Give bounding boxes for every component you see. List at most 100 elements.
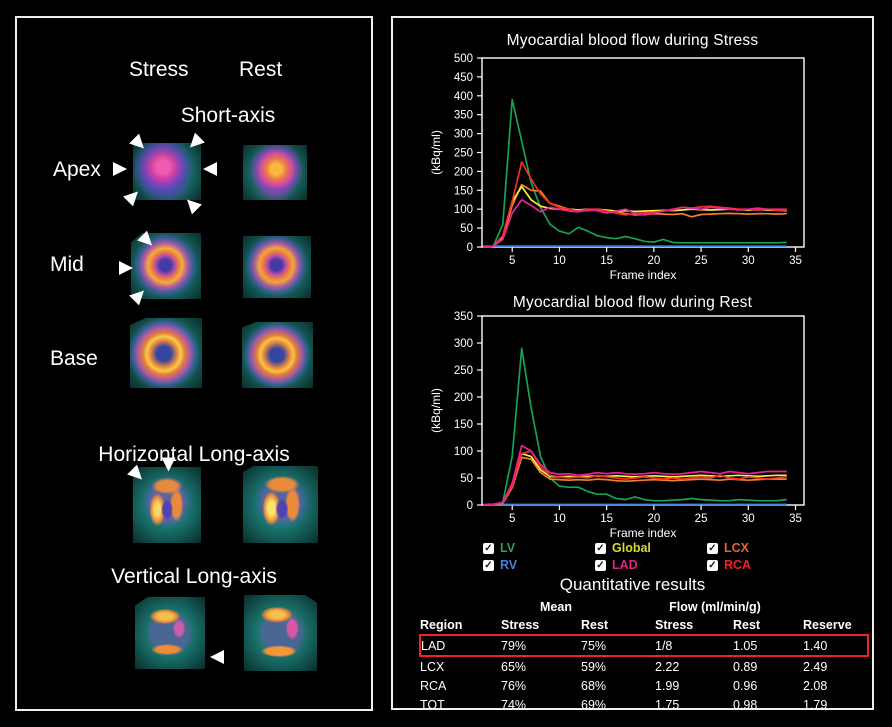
svg-text:150: 150 (454, 419, 473, 431)
checkbox-icon[interactable]: ✓ (595, 542, 606, 554)
mid-stress-image (131, 233, 201, 299)
legend-item-lcx[interactable]: ✓ LCX (707, 541, 827, 555)
svg-text:30: 30 (742, 255, 755, 267)
svg-text:250: 250 (454, 148, 473, 160)
cell: 0.89 (733, 659, 758, 674)
legend-label: Global (612, 541, 651, 555)
cell: 69% (581, 697, 607, 712)
svg-text:(kBq/ml): (kBq/ml) (429, 130, 443, 175)
slice-images-panel: Stress Rest Short-axis Apex Mid Base Hor… (15, 16, 373, 711)
results-table: Mean Flow (ml/min/g) Region Stress Rest … (419, 598, 869, 714)
rest-chart: 0 50 100 150 200 250 300 350 5 10 15 20 25 30 35 Frame … (429, 311, 805, 540)
cell: 65% (501, 659, 527, 674)
svg-text:200: 200 (454, 392, 473, 404)
cell: 2.22 (655, 659, 680, 674)
svg-text:Frame index: Frame index (610, 526, 677, 540)
cell: 76% (501, 678, 527, 693)
base-stress-image (130, 318, 202, 388)
legend-label: LCX (724, 541, 749, 555)
legend-label: LV (500, 541, 516, 555)
table-row-rca: RCA 76% 68% 1.99 0.96 2.08 (420, 676, 868, 695)
arrowhead-icon (113, 162, 134, 176)
legend-label: RV (500, 558, 518, 572)
results-title: Quantitative results (559, 575, 706, 594)
legend-item-lad[interactable]: ✓ LAD (595, 558, 707, 572)
svg-text:150: 150 (454, 185, 473, 197)
group-header-mean: Mean (540, 599, 572, 614)
svg-text:350: 350 (454, 110, 473, 122)
legend-item-global[interactable]: ✓ Global (595, 541, 707, 555)
legend-item-rca[interactable]: ✓ RCA (707, 558, 827, 572)
vla-rest-image (244, 595, 317, 671)
cell: 1.75 (655, 697, 680, 712)
svg-text:350: 350 (454, 311, 473, 323)
checkbox-icon[interactable]: ✓ (707, 559, 718, 571)
arrowhead-icon (196, 162, 217, 176)
svg-text:100: 100 (454, 204, 473, 216)
cell: 74% (501, 697, 527, 712)
cell: 1.79 (803, 697, 828, 712)
section-title-horizontal-long-axis: Horizontal Long-axis (98, 443, 290, 466)
svg-text:50: 50 (460, 473, 473, 485)
hla-rest-image (243, 466, 318, 543)
table-row-lad: LAD 79% 75% 1/8 1.05 1.40 (419, 634, 869, 657)
svg-text:25: 25 (695, 255, 708, 267)
svg-text:100: 100 (454, 446, 473, 458)
cell: TOT (420, 697, 445, 712)
svg-text:15: 15 (600, 255, 613, 267)
slice-label-apex: Apex (53, 158, 101, 181)
svg-text:20: 20 (647, 255, 660, 267)
legend-label: RCA (724, 558, 752, 572)
apex-stress-image (133, 143, 201, 200)
arrowhead-icon (119, 261, 140, 275)
arrowhead-icon (203, 650, 224, 664)
svg-text:5: 5 (509, 513, 515, 525)
section-title-short-axis: Short-axis (180, 104, 276, 127)
cell: 1/8 (655, 634, 733, 657)
svg-text:500: 500 (454, 53, 473, 65)
stress-chart-title: Myocardial blood flow during Stress (506, 32, 759, 49)
stress-chart: 0 50 100 150 200 250 300 350 400 450 500 5 10 15 20 25 3… (429, 53, 805, 282)
svg-text:10: 10 (553, 513, 566, 525)
series-legend: ✓ LV ✓ Global ✓ LCX ✓ RV ✓ LAD ✓ RCA (483, 541, 827, 572)
apex-rest-image (243, 145, 307, 200)
cell: 1.99 (655, 678, 680, 693)
legend-label: LAD (612, 558, 638, 572)
base-rest-image (242, 322, 313, 388)
vla-stress-image (135, 597, 205, 669)
svg-text:15: 15 (600, 513, 613, 525)
col-mean-rest: Rest (581, 617, 609, 632)
cell: 0.98 (733, 697, 758, 712)
svg-text:25: 25 (695, 513, 708, 525)
section-title-vertical-long-axis: Vertical Long-axis (111, 565, 277, 588)
cell: LCX (420, 659, 445, 674)
cell: 2.49 (803, 659, 828, 674)
slice-label-base: Base (50, 347, 98, 370)
checkbox-icon[interactable]: ✓ (595, 559, 606, 571)
svg-text:400: 400 (454, 91, 473, 103)
cell: 68% (581, 678, 607, 693)
svg-text:200: 200 (454, 166, 473, 178)
table-row-tot: TOT 74% 69% 1.75 0.98 1.79 (420, 695, 868, 714)
svg-text:10: 10 (553, 255, 566, 267)
cell: 1.05 (733, 634, 803, 657)
col-region: Region (420, 617, 463, 632)
checkbox-icon[interactable]: ✓ (483, 559, 494, 571)
svg-text:450: 450 (454, 72, 473, 84)
group-header-flow: Flow (ml/min/g) (669, 599, 761, 614)
column-header-rest: Rest (239, 58, 283, 81)
svg-text:300: 300 (454, 129, 473, 141)
column-header-stress: Stress (129, 58, 189, 81)
cell: LAD (419, 634, 501, 657)
svg-text:0: 0 (467, 500, 473, 512)
col-flow-stress: Stress (655, 617, 694, 632)
svg-text:35: 35 (789, 255, 802, 267)
legend-item-rv[interactable]: ✓ RV (483, 558, 595, 572)
legend-item-lv[interactable]: ✓ LV (483, 541, 595, 555)
cell: 2.08 (803, 678, 828, 693)
col-flow-rest: Rest (733, 617, 761, 632)
svg-text:50: 50 (460, 223, 473, 235)
checkbox-icon[interactable]: ✓ (707, 542, 718, 554)
checkbox-icon[interactable]: ✓ (483, 542, 494, 554)
